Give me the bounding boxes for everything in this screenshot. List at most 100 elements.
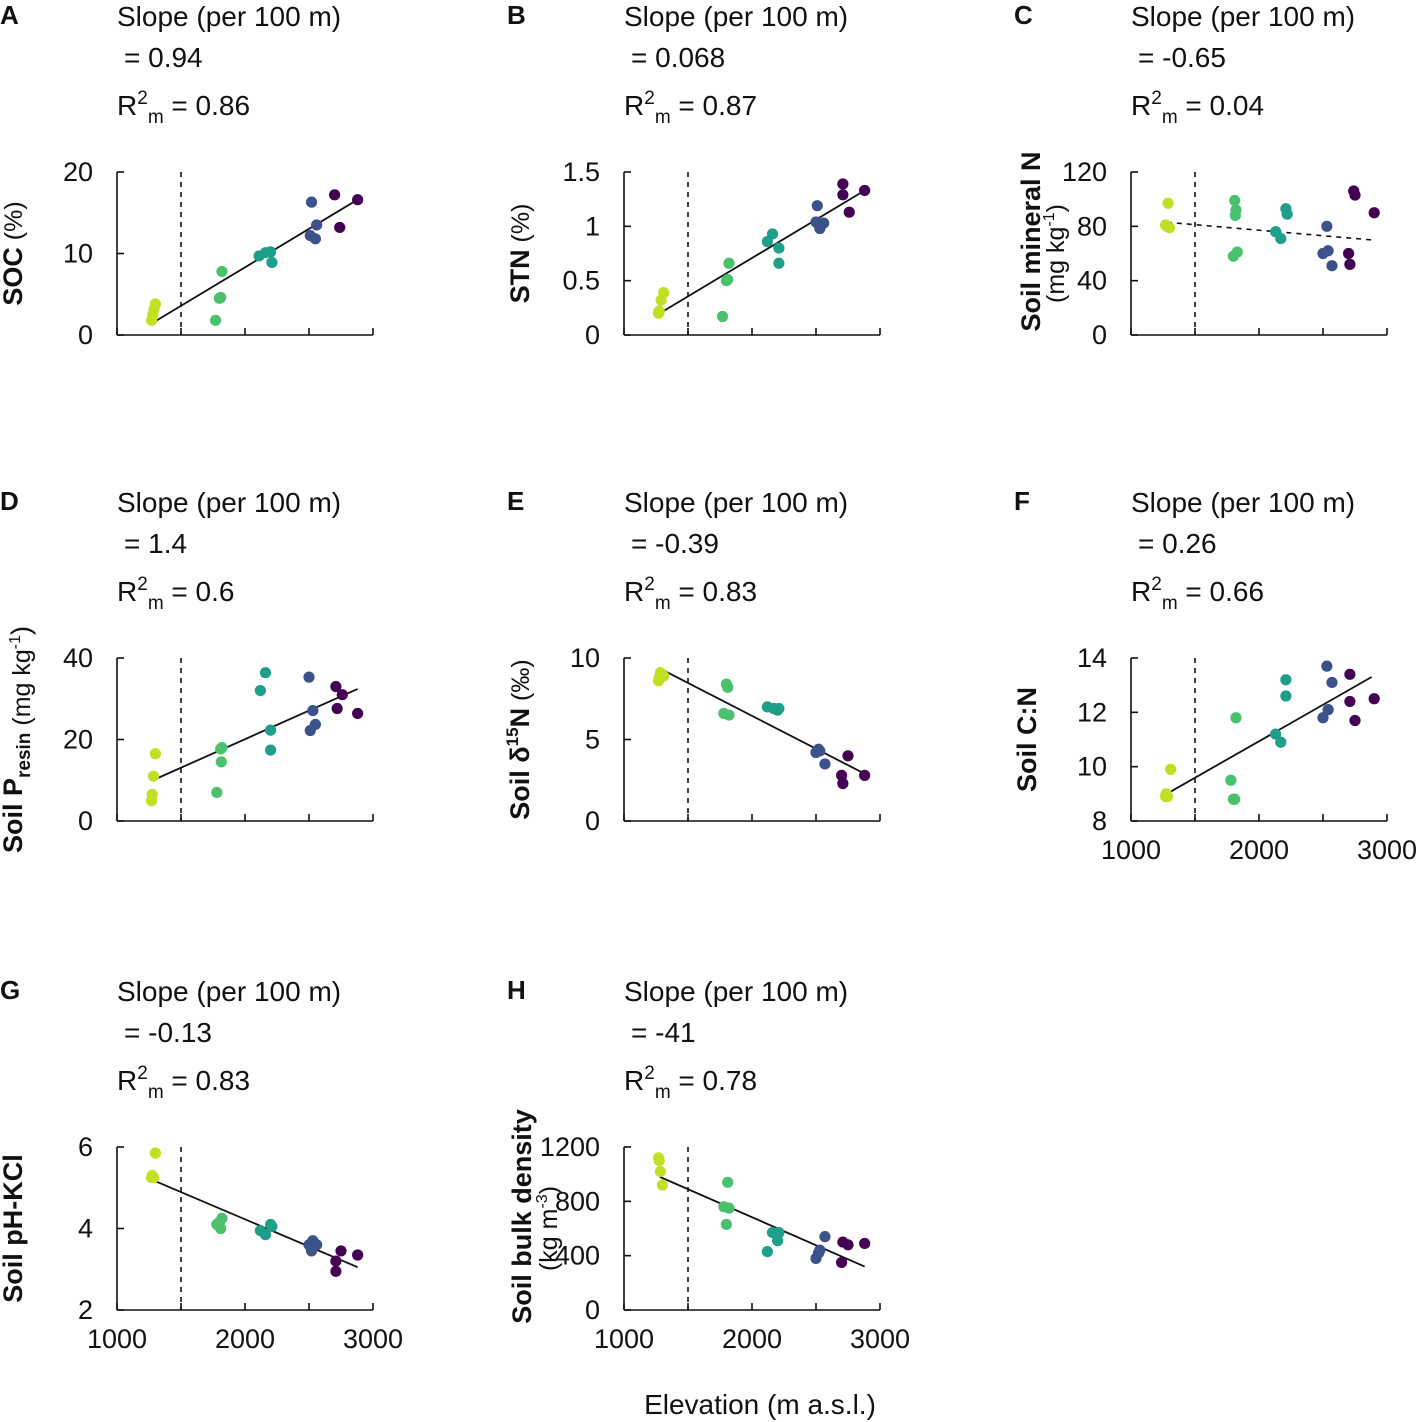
slope-value: = 0.068 (631, 42, 725, 73)
data-point (334, 221, 346, 234)
data-point (1368, 693, 1380, 705)
data-point (335, 1245, 347, 1257)
data-point (761, 1245, 773, 1258)
panel-label: F (1014, 486, 1030, 516)
slope-title: Slope (per 100 m) (1131, 487, 1355, 518)
y-tick-label: 0 (585, 806, 600, 836)
regression-line (1166, 221, 1372, 241)
y-tick-label: 20 (63, 725, 93, 755)
data-point (720, 1218, 733, 1231)
data-point (1270, 728, 1282, 740)
y-tick-label: 10 (1077, 752, 1107, 782)
data-point (814, 1244, 826, 1256)
data-point (265, 724, 277, 736)
panel-h: H Slope (per 100 m) = -41 R2m = 0.78 Soil bu… (507, 975, 910, 1354)
data-point (305, 196, 318, 208)
data-point (819, 1231, 831, 1243)
data-point (1322, 704, 1334, 716)
r2-value: R2m = 0.86 (117, 88, 250, 128)
y-tick-label: 80 (1077, 211, 1107, 241)
slope-title: Slope (per 100 m) (624, 976, 848, 1007)
data-point (722, 1176, 734, 1188)
data-point (653, 1154, 665, 1167)
data-point (859, 769, 871, 781)
y-tick-label: 0 (585, 320, 600, 350)
y-axis-unit: (kg m-3) (534, 1186, 563, 1271)
y-tick-label: 40 (1077, 266, 1107, 296)
data-point (723, 1202, 735, 1214)
y-tick-label: 20 (63, 157, 93, 187)
data-point (211, 786, 223, 799)
data-point (149, 748, 161, 760)
y-tick-label: 0.5 (562, 266, 600, 296)
y-tick-label: 6 (78, 1132, 93, 1162)
slope-value: = 0.26 (1138, 528, 1217, 559)
data-point (1321, 220, 1333, 232)
y-tick-label: 5 (585, 725, 600, 755)
data-point (1349, 714, 1361, 727)
regression-line (659, 1176, 866, 1268)
data-point (1317, 712, 1329, 724)
data-point (1344, 258, 1356, 270)
data-point (1165, 763, 1177, 775)
data-point (654, 1165, 667, 1178)
data-point (811, 200, 823, 212)
y-tick-label: 1.5 (562, 157, 600, 187)
slope-title: Slope (per 100 m) (624, 1, 848, 32)
regression-line (659, 189, 866, 315)
data-point (658, 287, 670, 299)
y-axis-title: Soil Presin (mg kg-1) (0, 626, 36, 853)
data-point (1280, 674, 1292, 686)
r2-value: R2m = 0.04 (1131, 88, 1264, 128)
regression-line (151, 1178, 358, 1269)
data-point (819, 758, 831, 770)
data-point (1281, 208, 1293, 220)
data-point (658, 670, 670, 682)
y-tick-label: 2 (78, 1295, 93, 1325)
data-point (336, 689, 348, 701)
regression-line (152, 688, 359, 782)
panel-d: D Slope (per 100 m) = 1.4 R2m = 0.6 Soil Pre… (0, 486, 374, 853)
data-point (303, 671, 315, 683)
data-point (859, 184, 871, 197)
data-point (1321, 660, 1333, 672)
panel-f: F Slope (per 100 m) = 0.26 R2m = 0.66 Soil C… (1012, 486, 1417, 865)
regression-line (658, 666, 866, 775)
y-axis-title: SOC (%) (0, 201, 28, 305)
data-point (1349, 189, 1361, 201)
data-point (843, 206, 855, 218)
y-tick-label: 12 (1077, 697, 1107, 727)
y-tick-label: 0 (78, 806, 93, 836)
panel-label: E (507, 486, 524, 516)
y-tick-label: 4 (78, 1214, 93, 1244)
data-point (1225, 774, 1237, 786)
panel-label: A (0, 0, 19, 30)
y-tick-label: 10 (570, 643, 600, 673)
panel-label: B (507, 0, 526, 30)
y-tick-label: 1200 (540, 1132, 600, 1162)
data-point (814, 745, 826, 757)
slope-value: = -0.13 (124, 1017, 212, 1048)
data-point (722, 681, 734, 693)
data-point (1368, 207, 1380, 219)
data-point (1275, 232, 1287, 245)
data-point (329, 189, 341, 201)
data-point (209, 314, 222, 326)
data-point (836, 1256, 848, 1269)
data-point (216, 265, 228, 278)
data-point (352, 1249, 364, 1261)
y-tick-label: 0 (78, 320, 93, 350)
data-point (216, 742, 228, 754)
data-point (722, 273, 734, 286)
data-point (1230, 204, 1242, 216)
data-point (773, 1226, 785, 1239)
data-point (1163, 222, 1175, 234)
data-point (837, 777, 849, 790)
data-point (311, 1239, 323, 1251)
y-tick-label: 0 (1092, 320, 1107, 350)
data-point (146, 788, 158, 801)
data-point (723, 709, 735, 721)
data-point (842, 1239, 854, 1251)
r2-value: R2m = 0.66 (1131, 574, 1264, 614)
